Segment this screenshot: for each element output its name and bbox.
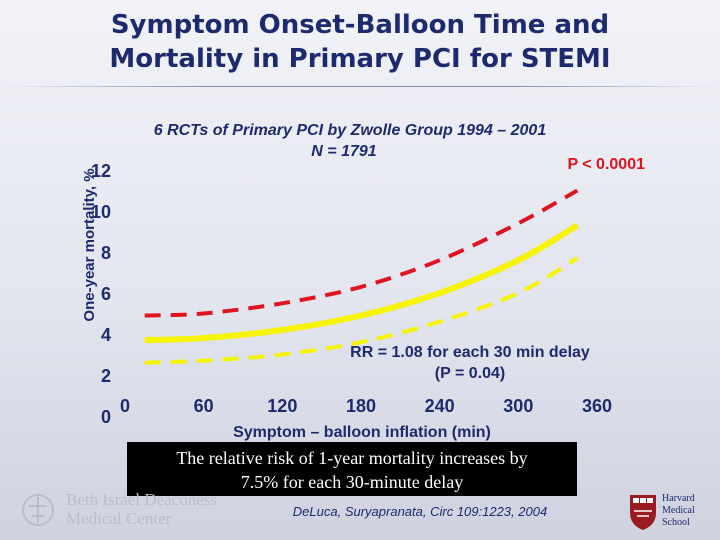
mortality-line: [144, 222, 579, 344]
harvard-shield-icon: [630, 495, 656, 530]
caption-line-1: The relative risk of 1-year mortality in…: [176, 448, 528, 468]
x-tick-label: 300: [503, 396, 533, 416]
slide-title-line-2: Mortality in Primary PCI for STEMI: [109, 44, 611, 74]
x-tick-label: 360: [582, 396, 612, 416]
x-axis-label: Symptom – balloon inflation (min): [233, 424, 491, 441]
x-tick-label: 120: [267, 396, 297, 416]
bidmc-name-line-1: Beth Israel Deaconess: [66, 490, 218, 509]
x-tick-label: 60: [194, 396, 214, 416]
rr-p-value: (P = 0.04): [435, 365, 505, 382]
chart-subtitle: 6 RCTs of Primary PCI by Zwolle Group 19…: [154, 122, 547, 139]
y-tick-label: 4: [101, 325, 111, 345]
y-tick-label: 0: [101, 407, 111, 427]
y-tick-label: 12: [91, 161, 111, 181]
y-tick-label: 6: [101, 284, 111, 304]
bidmc-emblem-icon: [22, 494, 54, 526]
y-tick-label: 8: [101, 243, 111, 263]
harvard-logo: Harvard Medical School: [628, 493, 718, 537]
caption-box: The relative risk of 1-year mortality in…: [127, 442, 577, 496]
y-tick-label: 2: [101, 366, 111, 386]
harvard-line-1: Harvard: [662, 493, 695, 504]
harvard-line-3: School: [662, 517, 690, 528]
chart-sample-size: N = 1791: [311, 143, 376, 160]
citation: DeLuca, Suryapranata, Circ 109:1223, 200…: [292, 504, 548, 519]
caption-line-2: 7.5% for each 30-minute delay: [240, 472, 464, 492]
harvard-line-2: Medical: [662, 505, 695, 516]
slide-title: Symptom Onset-Balloon Time and Mortality…: [0, 8, 720, 76]
y-tick-label: 10: [91, 202, 111, 222]
x-tick-label: 240: [425, 396, 455, 416]
x-tick-label: 180: [346, 396, 376, 416]
upper-ci-line: [144, 188, 579, 318]
bidmc-logo: Beth Israel Deaconess Medical Center: [20, 488, 220, 534]
y-axis-label: One-year mortality, %: [81, 168, 98, 321]
x-tick-label: 0: [120, 396, 130, 416]
rr-annotation: RR = 1.08 for each 30 min delay: [350, 344, 590, 361]
bidmc-name-line-2: Medical Center: [66, 509, 172, 528]
title-divider: [0, 86, 720, 87]
slide-title-line-1: Symptom Onset-Balloon Time and: [110, 10, 610, 40]
p-value-label: P < 0.0001: [567, 156, 645, 173]
lower-ci-line: [144, 256, 579, 365]
